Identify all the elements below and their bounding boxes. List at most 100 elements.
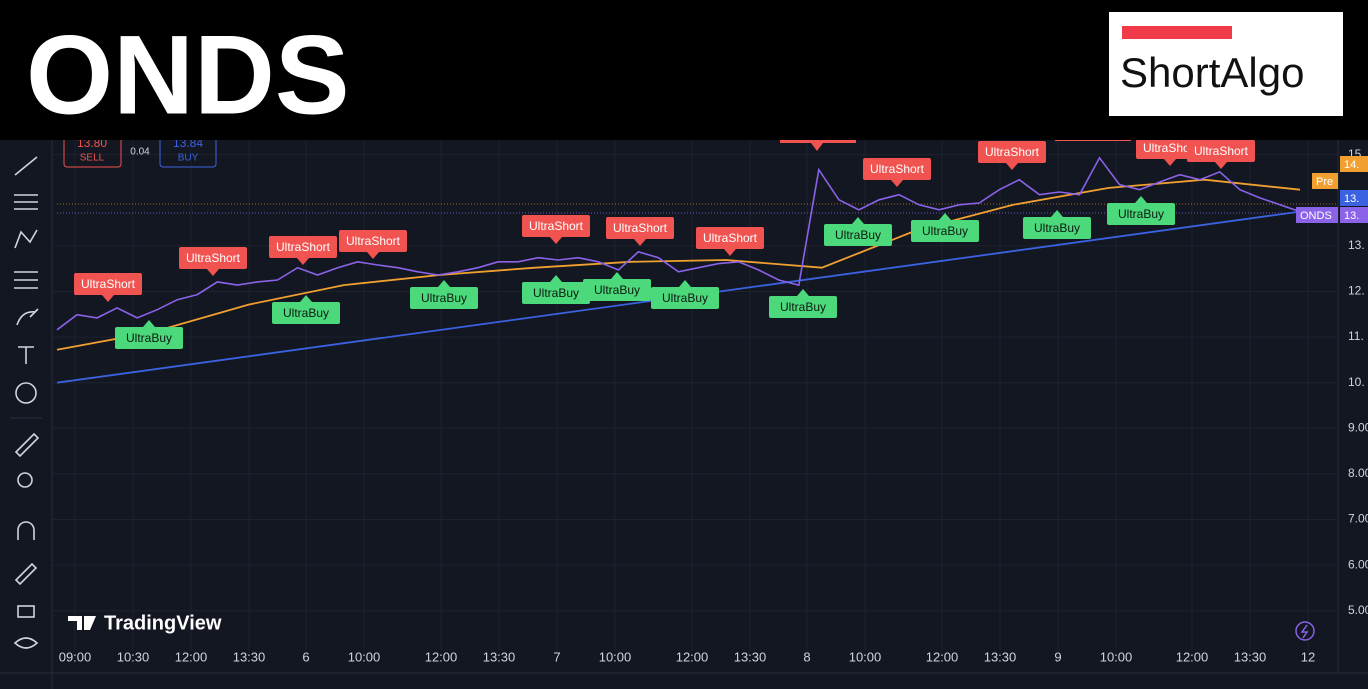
signal-pointer [300, 295, 312, 302]
signal-pointer [550, 275, 562, 282]
signal-box [339, 230, 407, 252]
signal-pointer [1135, 196, 1147, 203]
signal-box [115, 327, 183, 349]
x-tick-label: 10:00 [599, 649, 632, 664]
signal-label: UltraShort [613, 221, 668, 235]
signal-pointer [102, 295, 114, 302]
x-tick-label: 12:00 [676, 649, 709, 664]
signal-pointer [1051, 210, 1063, 217]
signal-pointer [797, 289, 809, 296]
flash-icon [1300, 624, 1309, 639]
x-tick-label: 10:00 [348, 649, 381, 664]
signal-label: UltraShort [985, 145, 1040, 159]
signal-pointer [679, 280, 691, 287]
x-tick-label: 13:30 [734, 649, 767, 664]
pattern-tool[interactable] [14, 229, 38, 249]
x-tick-label: 9 [1054, 649, 1061, 664]
emoji-tool[interactable] [15, 382, 37, 404]
signal-box [1187, 140, 1255, 162]
spread: 0.04 [130, 147, 150, 158]
signal-pointer [634, 239, 646, 246]
x-tick-label: 12:00 [175, 649, 208, 664]
signal-label: UltraShort [1143, 141, 1198, 155]
ticker-title: ONDS [26, 13, 350, 138]
signal-label: UltraBuy [835, 228, 881, 242]
signal-box [824, 224, 892, 246]
watermark: TradingView [104, 612, 222, 634]
projection-tool[interactable] [14, 271, 38, 289]
tradingview-logo [68, 616, 96, 630]
signal-label: UltraBuy [1034, 221, 1080, 235]
signal-label: UltraBuy [283, 306, 329, 320]
signal-box [606, 217, 674, 239]
x-tick-label: 7 [553, 649, 560, 664]
signal-label: UltraShort [276, 240, 331, 254]
lock-tool[interactable] [17, 605, 35, 618]
signal-label: UltraBuy [1118, 207, 1164, 221]
signal-pointer [891, 180, 903, 187]
signal-label: UltraBuy [533, 286, 579, 300]
signal-box [74, 273, 142, 295]
signal-label: UltraShort [1194, 144, 1249, 158]
sell-label: SELL [80, 153, 105, 164]
visibility-tool[interactable] [13, 637, 39, 649]
signal-box [978, 141, 1046, 163]
x-tick-label: 09:00 [59, 649, 92, 664]
x-tick-label: 6 [302, 649, 309, 664]
signal-label: UltraShort [346, 234, 401, 248]
signal-label: UltraShort [870, 162, 925, 176]
ruler-tool[interactable] [14, 432, 40, 458]
fib-tool[interactable] [14, 194, 38, 210]
magnet-tool[interactable] [17, 521, 35, 540]
signal-label: UltraShort [703, 231, 758, 245]
text-tool[interactable] [18, 346, 34, 364]
y-tick-label: 7.00 [1348, 512, 1368, 526]
x-tick-label: 12:00 [926, 649, 959, 664]
signal-label: UltraBuy [922, 224, 968, 238]
y-tick-label: 11. [1348, 329, 1364, 343]
plot: 09:00 10:30 12:00 13:30 6 10:00 12:00 13:30 7 10:… [53, 128, 1368, 673]
signal-box [522, 282, 590, 304]
signal-box [272, 302, 340, 324]
zoom-tool[interactable] [17, 472, 33, 488]
signal-box [269, 236, 337, 258]
price-line [56, 178, 1301, 351]
signal-box [769, 296, 837, 318]
signal-pointer [939, 213, 951, 220]
x-tick-label: 10:30 [117, 649, 150, 664]
x-tick-label: 10:00 [1100, 649, 1133, 664]
y-tick-label: 8.00 [1348, 466, 1368, 480]
signal-label: UltraShort [186, 251, 241, 265]
signal-label: UltraShort [529, 219, 584, 233]
y-tick-label: 13. [1348, 238, 1365, 252]
signal-label: UltraBuy [594, 283, 640, 297]
signal-box [863, 158, 931, 180]
price-badge-label: 14. [1344, 159, 1359, 171]
buy-label: BUY [178, 153, 199, 164]
y-tick-label: 6.00 [1348, 557, 1368, 571]
signal-pointer [811, 143, 823, 151]
price-badge [1340, 156, 1368, 172]
price-line [56, 156, 1301, 331]
signal-pointer [1006, 163, 1018, 170]
signal-box [1107, 203, 1175, 225]
draw-lock-tool[interactable] [14, 562, 38, 586]
x-tick-label: 13:30 [233, 649, 266, 664]
signal-label: UltraBuy [421, 291, 467, 305]
flash-button[interactable] [1295, 621, 1315, 641]
price-badge-label: 13. [1344, 193, 1359, 205]
price-badge [1340, 190, 1368, 206]
logo-text: ShortAlgo [1120, 49, 1304, 96]
price-badge-label: 13. [1344, 210, 1359, 222]
signal-pointer [438, 280, 450, 287]
signal-pointer [143, 320, 155, 327]
y-tick-label: 10. [1348, 375, 1365, 389]
trendline-tool[interactable] [14, 156, 38, 176]
signal-pointer [367, 252, 379, 259]
price-badge-label: ONDS [1300, 210, 1332, 222]
brush-tool[interactable] [16, 308, 39, 326]
y-tick-label: 12. [1348, 284, 1365, 298]
signal-box [583, 279, 651, 301]
signal-label: UltraBuy [780, 300, 826, 314]
